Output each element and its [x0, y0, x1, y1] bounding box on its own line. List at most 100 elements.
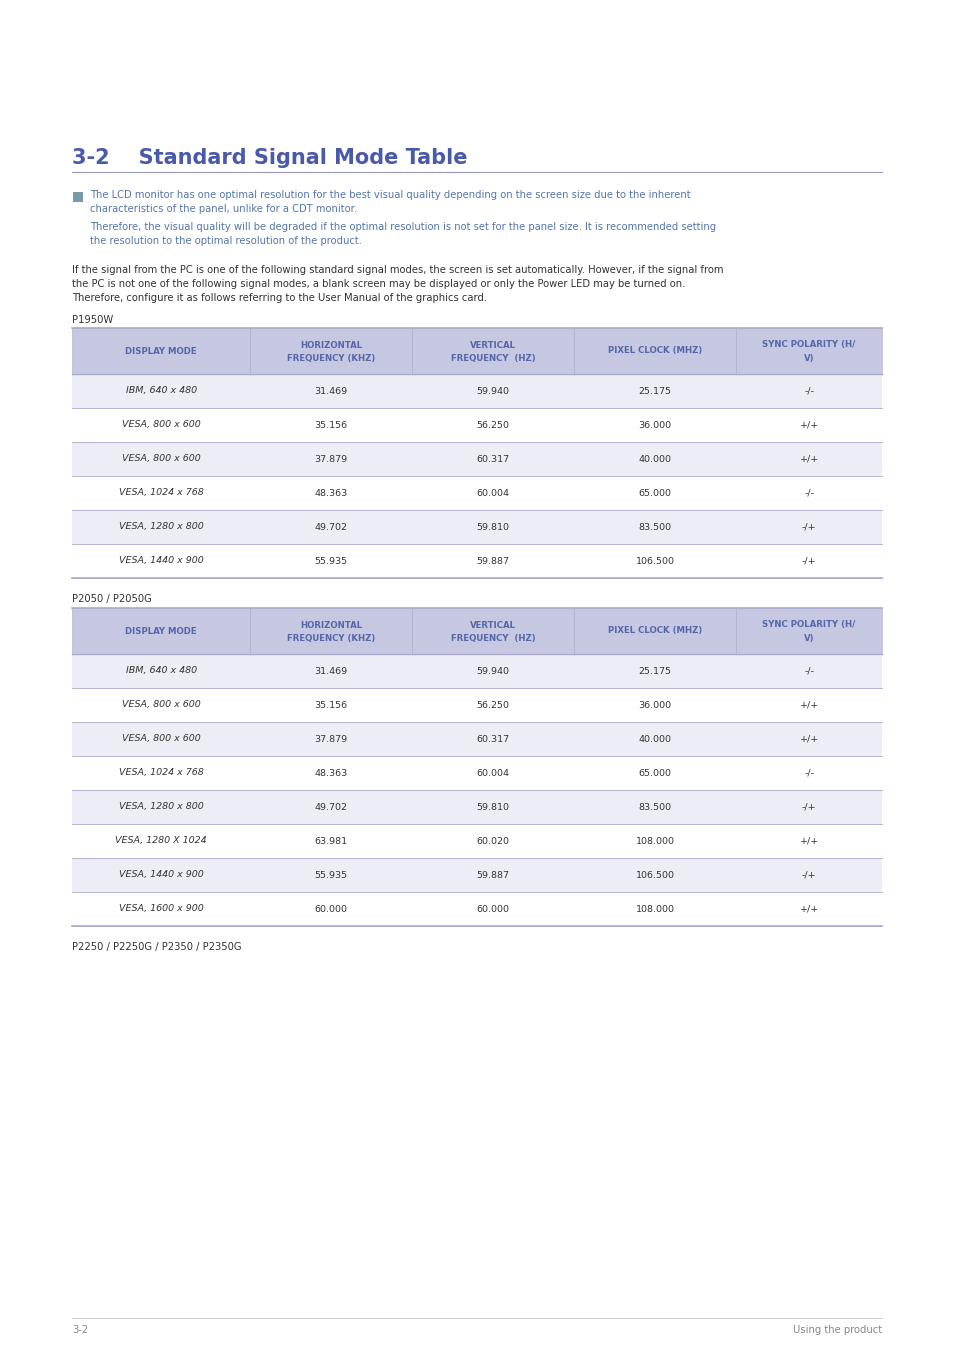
Bar	[574, 374, 736, 408]
Text: 55.935: 55.935	[314, 556, 348, 566]
Bar	[574, 544, 736, 578]
Bar	[412, 408, 574, 441]
Text: VESA, 1024 x 768: VESA, 1024 x 768	[118, 768, 203, 778]
Bar	[250, 328, 412, 374]
Bar	[250, 608, 412, 653]
Bar	[736, 608, 882, 653]
Text: the resolution to the optimal resolution of the product.: the resolution to the optimal resolution…	[90, 236, 361, 246]
Text: 60.004: 60.004	[476, 489, 509, 498]
Text: -/+: -/+	[801, 802, 816, 811]
Text: characteristics of the panel, unlike for a CDT monitor.: characteristics of the panel, unlike for…	[90, 204, 356, 215]
Text: 60.000: 60.000	[314, 904, 347, 914]
Bar	[71, 824, 250, 859]
Text: 36.000: 36.000	[638, 420, 671, 429]
Text: 36.000: 36.000	[638, 701, 671, 710]
Text: HORIZONTAL: HORIZONTAL	[300, 340, 362, 350]
Text: V): V)	[803, 354, 814, 363]
Text: 37.879: 37.879	[314, 455, 348, 463]
Text: SYNC POLARITY (H/: SYNC POLARITY (H/	[761, 621, 855, 629]
Bar	[71, 790, 250, 824]
Text: +/+: +/+	[799, 837, 818, 845]
Bar	[412, 824, 574, 859]
Text: VERTICAL: VERTICAL	[470, 621, 516, 629]
Text: 40.000: 40.000	[638, 455, 671, 463]
Bar	[574, 441, 736, 477]
Text: VESA, 800 x 600: VESA, 800 x 600	[122, 455, 200, 463]
Text: 25.175: 25.175	[638, 667, 671, 675]
Text: VERTICAL: VERTICAL	[470, 340, 516, 350]
Bar	[412, 790, 574, 824]
Bar	[574, 510, 736, 544]
Text: VESA, 1024 x 768: VESA, 1024 x 768	[118, 489, 203, 498]
Bar	[574, 756, 736, 790]
Text: 59.887: 59.887	[476, 556, 509, 566]
Bar	[412, 892, 574, 926]
Text: 49.702: 49.702	[314, 522, 347, 532]
Text: 59.810: 59.810	[476, 802, 509, 811]
Bar	[736, 790, 882, 824]
Text: V): V)	[803, 633, 814, 643]
Bar	[412, 653, 574, 688]
Text: 37.879: 37.879	[314, 734, 348, 744]
Text: 55.935: 55.935	[314, 871, 348, 879]
Text: VESA, 1280 x 800: VESA, 1280 x 800	[118, 522, 203, 532]
Bar	[412, 688, 574, 722]
Text: HORIZONTAL: HORIZONTAL	[300, 621, 362, 629]
Text: 48.363: 48.363	[314, 489, 348, 498]
Text: Using the product: Using the product	[792, 1324, 882, 1335]
Text: +/+: +/+	[799, 420, 818, 429]
Bar	[250, 756, 412, 790]
Text: SYNC POLARITY (H/: SYNC POLARITY (H/	[761, 340, 855, 350]
Text: 83.500: 83.500	[638, 802, 671, 811]
Bar	[574, 477, 736, 510]
Text: VESA, 1600 x 900: VESA, 1600 x 900	[118, 904, 203, 914]
Text: FREQUENCY  (HZ): FREQUENCY (HZ)	[451, 633, 535, 643]
Text: -/+: -/+	[801, 522, 816, 532]
Bar	[574, 790, 736, 824]
Bar	[250, 510, 412, 544]
Bar	[250, 859, 412, 892]
Text: 31.469: 31.469	[314, 386, 348, 396]
Text: 60.000: 60.000	[476, 904, 509, 914]
Text: -/+: -/+	[801, 556, 816, 566]
Text: 106.500: 106.500	[635, 556, 674, 566]
Text: +/+: +/+	[799, 701, 818, 710]
Text: 31.469: 31.469	[314, 667, 348, 675]
Bar	[736, 653, 882, 688]
Bar	[736, 722, 882, 756]
Text: 56.250: 56.250	[476, 420, 509, 429]
Text: VESA, 1440 x 900: VESA, 1440 x 900	[118, 871, 203, 879]
Text: 59.940: 59.940	[476, 667, 509, 675]
Text: 3-2: 3-2	[71, 1324, 89, 1335]
Bar	[736, 328, 882, 374]
Text: IBM, 640 x 480: IBM, 640 x 480	[126, 667, 196, 675]
Text: VESA, 1440 x 900: VESA, 1440 x 900	[118, 556, 203, 566]
Bar	[71, 544, 250, 578]
Text: PIXEL CLOCK (MHZ): PIXEL CLOCK (MHZ)	[607, 626, 701, 636]
Bar	[73, 192, 83, 202]
Bar	[736, 859, 882, 892]
Text: VESA, 1280 X 1024: VESA, 1280 X 1024	[115, 837, 207, 845]
Text: 83.500: 83.500	[638, 522, 671, 532]
Text: P2250 / P2250G / P2350 / P2350G: P2250 / P2250G / P2350 / P2350G	[71, 942, 241, 952]
Text: -/+: -/+	[801, 871, 816, 879]
Bar	[250, 408, 412, 441]
Text: -/-: -/-	[803, 768, 813, 778]
Bar	[71, 441, 250, 477]
Text: 25.175: 25.175	[638, 386, 671, 396]
Bar	[736, 892, 882, 926]
Text: 60.004: 60.004	[476, 768, 509, 778]
Text: DISPLAY MODE: DISPLAY MODE	[125, 347, 196, 355]
Text: -/-: -/-	[803, 667, 813, 675]
Text: -/-: -/-	[803, 489, 813, 498]
Text: 65.000: 65.000	[638, 768, 671, 778]
Text: PIXEL CLOCK (MHZ): PIXEL CLOCK (MHZ)	[607, 347, 701, 355]
Bar	[71, 408, 250, 441]
Text: Therefore, the visual quality will be degraded if the optimal resolution is not : Therefore, the visual quality will be de…	[90, 221, 716, 232]
Text: 60.020: 60.020	[476, 837, 509, 845]
Text: 59.940: 59.940	[476, 386, 509, 396]
Bar	[574, 653, 736, 688]
Bar	[574, 859, 736, 892]
Bar	[71, 477, 250, 510]
Text: 48.363: 48.363	[314, 768, 348, 778]
